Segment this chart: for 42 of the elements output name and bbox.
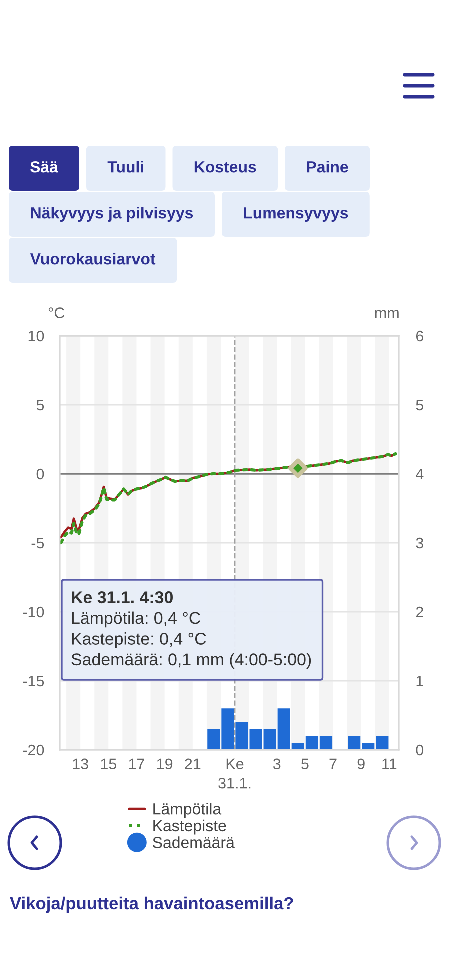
text: Vikoja/puutteita havaintoasemilla? xyxy=(10,896,294,914)
x-tick-label: 19 xyxy=(157,758,173,770)
y-tick-label: -20 xyxy=(23,744,44,756)
y2-tick-label: 6 xyxy=(416,330,424,342)
annotation: Kastepiste: 0,4 °C xyxy=(72,632,206,648)
y2-tick-label: 2 xyxy=(416,606,424,618)
x-tick-label: 21 xyxy=(185,758,201,770)
x-tick-label: 15 xyxy=(101,758,117,770)
text: Näkyvyys ja pilvisyys xyxy=(31,207,194,222)
legend-label: Lämpötila xyxy=(154,803,222,818)
annotation: Ke 31.1. 4:30 xyxy=(72,592,173,604)
y-tick-label: -5 xyxy=(32,538,44,549)
y-tick-label: 10 xyxy=(28,330,44,342)
legend-label: Sademäärä xyxy=(153,836,235,848)
text: Tuuli xyxy=(108,161,144,173)
x-tick-label: 11 xyxy=(382,758,397,770)
y-tick-label: -15 xyxy=(23,676,44,687)
legend-label: Kastepiste xyxy=(154,820,226,835)
y-tick-label: 5 xyxy=(36,400,44,411)
x-tick-label: Ke 31.1. xyxy=(218,758,251,789)
text: Vuorokausiarvot xyxy=(30,253,156,265)
y-axis-title: °C xyxy=(48,308,65,318)
y2-tick-label: 5 xyxy=(416,400,424,411)
x-tick-label: 13 xyxy=(73,758,88,770)
y2-axis-title: mm xyxy=(375,310,399,318)
text: Kosteus xyxy=(194,162,256,173)
x-tick-label: 5 xyxy=(302,758,309,770)
text: Lumensyvyys xyxy=(244,208,348,222)
annotation: Lämpötila: 0,4 °C xyxy=(72,612,201,628)
text: Paine xyxy=(307,161,348,173)
annotation: Sademäärä: 0,1 mm (4:00-5:00) xyxy=(72,653,312,669)
y2-tick-label: 3 xyxy=(416,538,424,549)
y-tick-label: -10 xyxy=(23,606,44,618)
text: Sää xyxy=(30,161,58,173)
x-tick-label: 7 xyxy=(330,758,337,770)
y2-tick-label: 1 xyxy=(416,676,424,687)
y2-tick-label: 0 xyxy=(416,744,424,756)
x-tick-label: 3 xyxy=(273,758,281,770)
y-tick-label: 0 xyxy=(36,468,44,480)
y2-tick-label: 4 xyxy=(416,469,424,480)
x-tick-label: 17 xyxy=(129,758,144,770)
x-tick-label: 9 xyxy=(358,758,365,770)
